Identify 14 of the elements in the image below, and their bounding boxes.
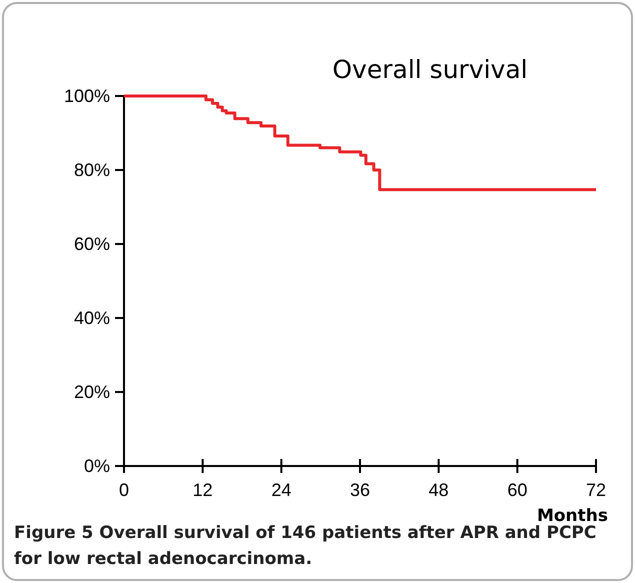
y-tick-label: 40% xyxy=(74,308,110,328)
x-tick-label: 0 xyxy=(118,480,130,500)
x-tick-label: 12 xyxy=(192,480,213,500)
x-tick-label: 36 xyxy=(350,480,370,500)
x-tick-label: 48 xyxy=(428,480,449,500)
y-tick-label: 80% xyxy=(74,160,110,180)
x-tick-label: 60 xyxy=(507,480,528,500)
y-tick-label: 20% xyxy=(74,382,110,402)
y-tick-label: 60% xyxy=(74,234,110,254)
chart-title: Overall survival xyxy=(332,55,528,84)
y-tick-label: 100% xyxy=(64,86,110,106)
y-tick-label: 0% xyxy=(84,456,110,476)
x-tick-label: 24 xyxy=(271,480,292,500)
x-tick-label: 72 xyxy=(586,480,606,500)
